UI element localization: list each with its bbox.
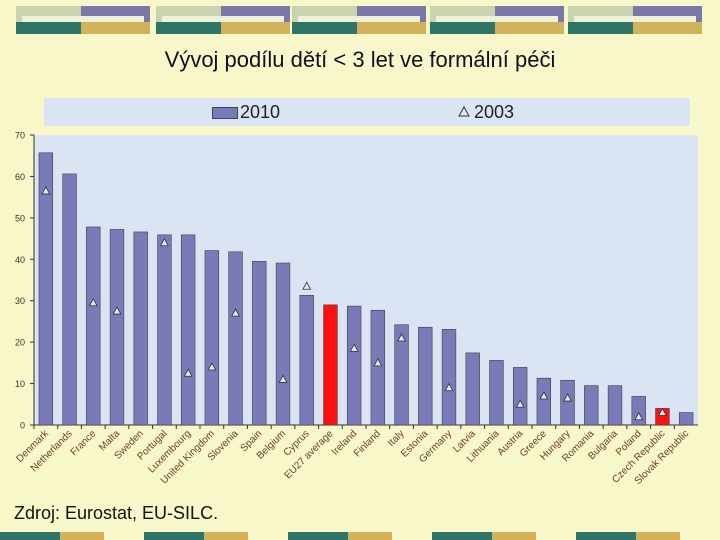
- bar-2010: [607, 385, 623, 426]
- bar-2010: [299, 295, 314, 426]
- marker-2003: [302, 281, 312, 290]
- bar-2010: [512, 367, 528, 426]
- marker-2003: [634, 411, 644, 421]
- bar-2010: [678, 412, 694, 426]
- bar-2010: [109, 229, 125, 426]
- slide-title: Vývoj podílu dětí < 3 let ve formální pé…: [164, 47, 556, 72]
- bar-2010: [275, 262, 291, 426]
- marker-2003: [41, 186, 51, 195]
- marker-2003: [563, 393, 573, 402]
- y-tick-label: 60: [15, 172, 25, 182]
- bar-2010: [560, 379, 575, 426]
- bar-2010: [323, 304, 338, 426]
- bar-2010: [228, 251, 243, 426]
- bar-2010: [157, 234, 172, 426]
- x-tick-label: Italy: [386, 428, 407, 449]
- y-tick-label: 10: [15, 379, 25, 389]
- bar-2010: [62, 173, 77, 426]
- marker-2003: [278, 374, 288, 383]
- bar-2010: [465, 352, 480, 426]
- header-tile: [16, 6, 150, 34]
- bar-2010: [38, 152, 54, 426]
- bar-2010: [86, 226, 101, 426]
- legend-swatch-2010: [212, 107, 238, 119]
- y-tick-label: 40: [15, 255, 25, 265]
- header-tile: [292, 6, 426, 34]
- bar-2010: [204, 250, 220, 426]
- marker-2003: [231, 308, 241, 317]
- y-tick-label: 50: [15, 213, 25, 223]
- y-tick-label: 30: [15, 296, 25, 306]
- marker-2003: [373, 358, 383, 367]
- marker-2003: [515, 399, 525, 408]
- bar-2010: [631, 396, 646, 426]
- marker-2003: [207, 362, 217, 371]
- bar-2010: [370, 309, 386, 426]
- x-tick-label: Finland: [352, 428, 383, 459]
- marker-2003: [349, 343, 359, 352]
- bar-2010: [418, 326, 433, 426]
- header-tile: [430, 6, 564, 34]
- y-tick-label: 20: [15, 338, 25, 348]
- bar-2010: [489, 360, 504, 426]
- bar-2010: [441, 328, 457, 426]
- marker-2003: [159, 237, 169, 247]
- legend-triangle-icon: [458, 106, 470, 117]
- bar-2010: [346, 305, 362, 426]
- marker-2003: [88, 297, 98, 307]
- header-tile: [568, 6, 702, 34]
- header-tile: [156, 6, 290, 34]
- bar-2010: [536, 377, 552, 426]
- bar-2010: [180, 234, 196, 426]
- legend-label-2003: 2003: [474, 102, 515, 122]
- marker-2003: [539, 391, 549, 400]
- chart-legend: 2010 2003: [44, 98, 690, 126]
- y-tick-label: 0: [20, 421, 25, 431]
- bar-2010: [394, 324, 409, 426]
- legend-label-2010: 2010: [240, 102, 281, 122]
- marker-2003: [397, 333, 407, 342]
- marker-2003: [112, 306, 122, 315]
- decorative-header-tiles: [0, 0, 720, 40]
- decorative-footer-bar: [0, 532, 720, 540]
- marker-2003: [657, 407, 667, 416]
- bar-2010: [252, 261, 267, 426]
- y-tick-label: 70: [15, 131, 25, 141]
- bar-2010: [133, 231, 148, 426]
- x-tick-label: France: [69, 428, 99, 458]
- bar-2010: [584, 385, 599, 426]
- marker-2003: [183, 368, 193, 377]
- marker-2003: [444, 382, 454, 392]
- source-note: Zdroj: Eurostat, EU-SILC.: [14, 503, 219, 523]
